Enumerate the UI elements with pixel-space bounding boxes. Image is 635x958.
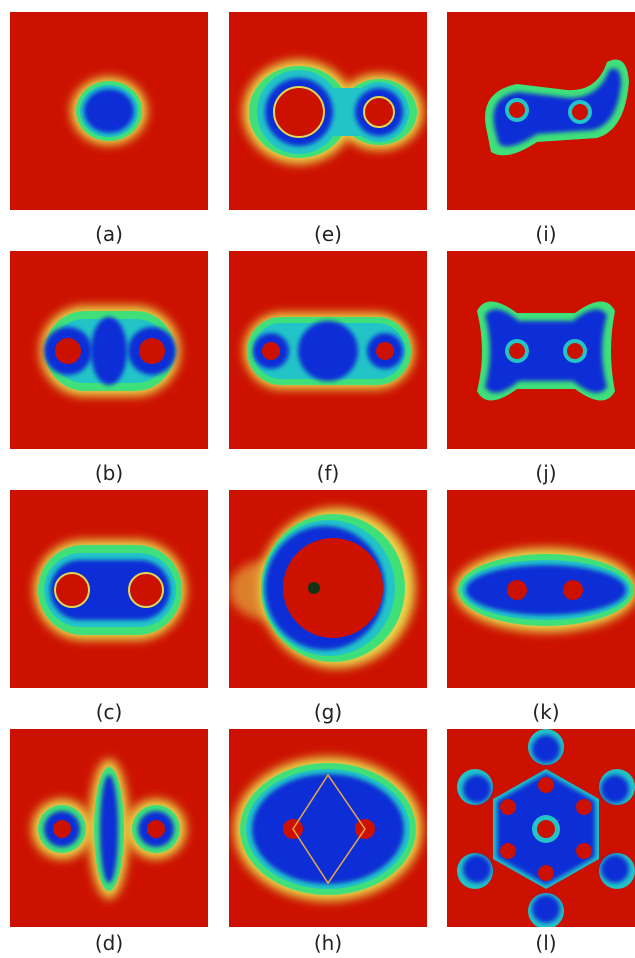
panel-j xyxy=(447,251,635,449)
caption-j: (j) xyxy=(535,461,557,485)
panel-f xyxy=(229,251,427,449)
caption-i: (i) xyxy=(535,222,557,246)
panel-a xyxy=(10,12,208,210)
panel-b xyxy=(10,251,208,449)
caption-a: (a) xyxy=(95,222,123,246)
caption-b: (b) xyxy=(94,461,124,485)
panel-d xyxy=(10,729,208,927)
field-plot-c xyxy=(10,490,208,688)
caption-g: (g) xyxy=(313,700,343,724)
field-plot-b xyxy=(10,251,208,449)
caption-d: (d) xyxy=(94,931,124,955)
panel-h xyxy=(229,729,427,927)
panel-k xyxy=(447,490,635,688)
caption-e: (e) xyxy=(314,222,342,246)
field-plot-h xyxy=(229,729,427,927)
field-plot-f xyxy=(229,251,427,449)
field-plot-e xyxy=(229,12,427,210)
field-plot-i xyxy=(447,12,635,210)
panel-l xyxy=(447,729,635,927)
field-plot-j xyxy=(447,251,635,449)
field-plot-l xyxy=(447,729,635,927)
caption-l: (l) xyxy=(535,931,557,955)
field-plot-a xyxy=(10,12,208,210)
panel-i xyxy=(447,12,635,210)
panel-g xyxy=(229,490,427,688)
caption-k: (k) xyxy=(532,700,560,724)
field-plot-k xyxy=(447,490,635,688)
field-plot-d xyxy=(10,729,208,927)
caption-f: (f) xyxy=(316,461,340,485)
caption-c: (c) xyxy=(95,700,123,724)
panel-e xyxy=(229,12,427,210)
field-plot-g xyxy=(229,490,427,688)
panel-c xyxy=(10,490,208,688)
caption-h: (h) xyxy=(313,931,343,955)
